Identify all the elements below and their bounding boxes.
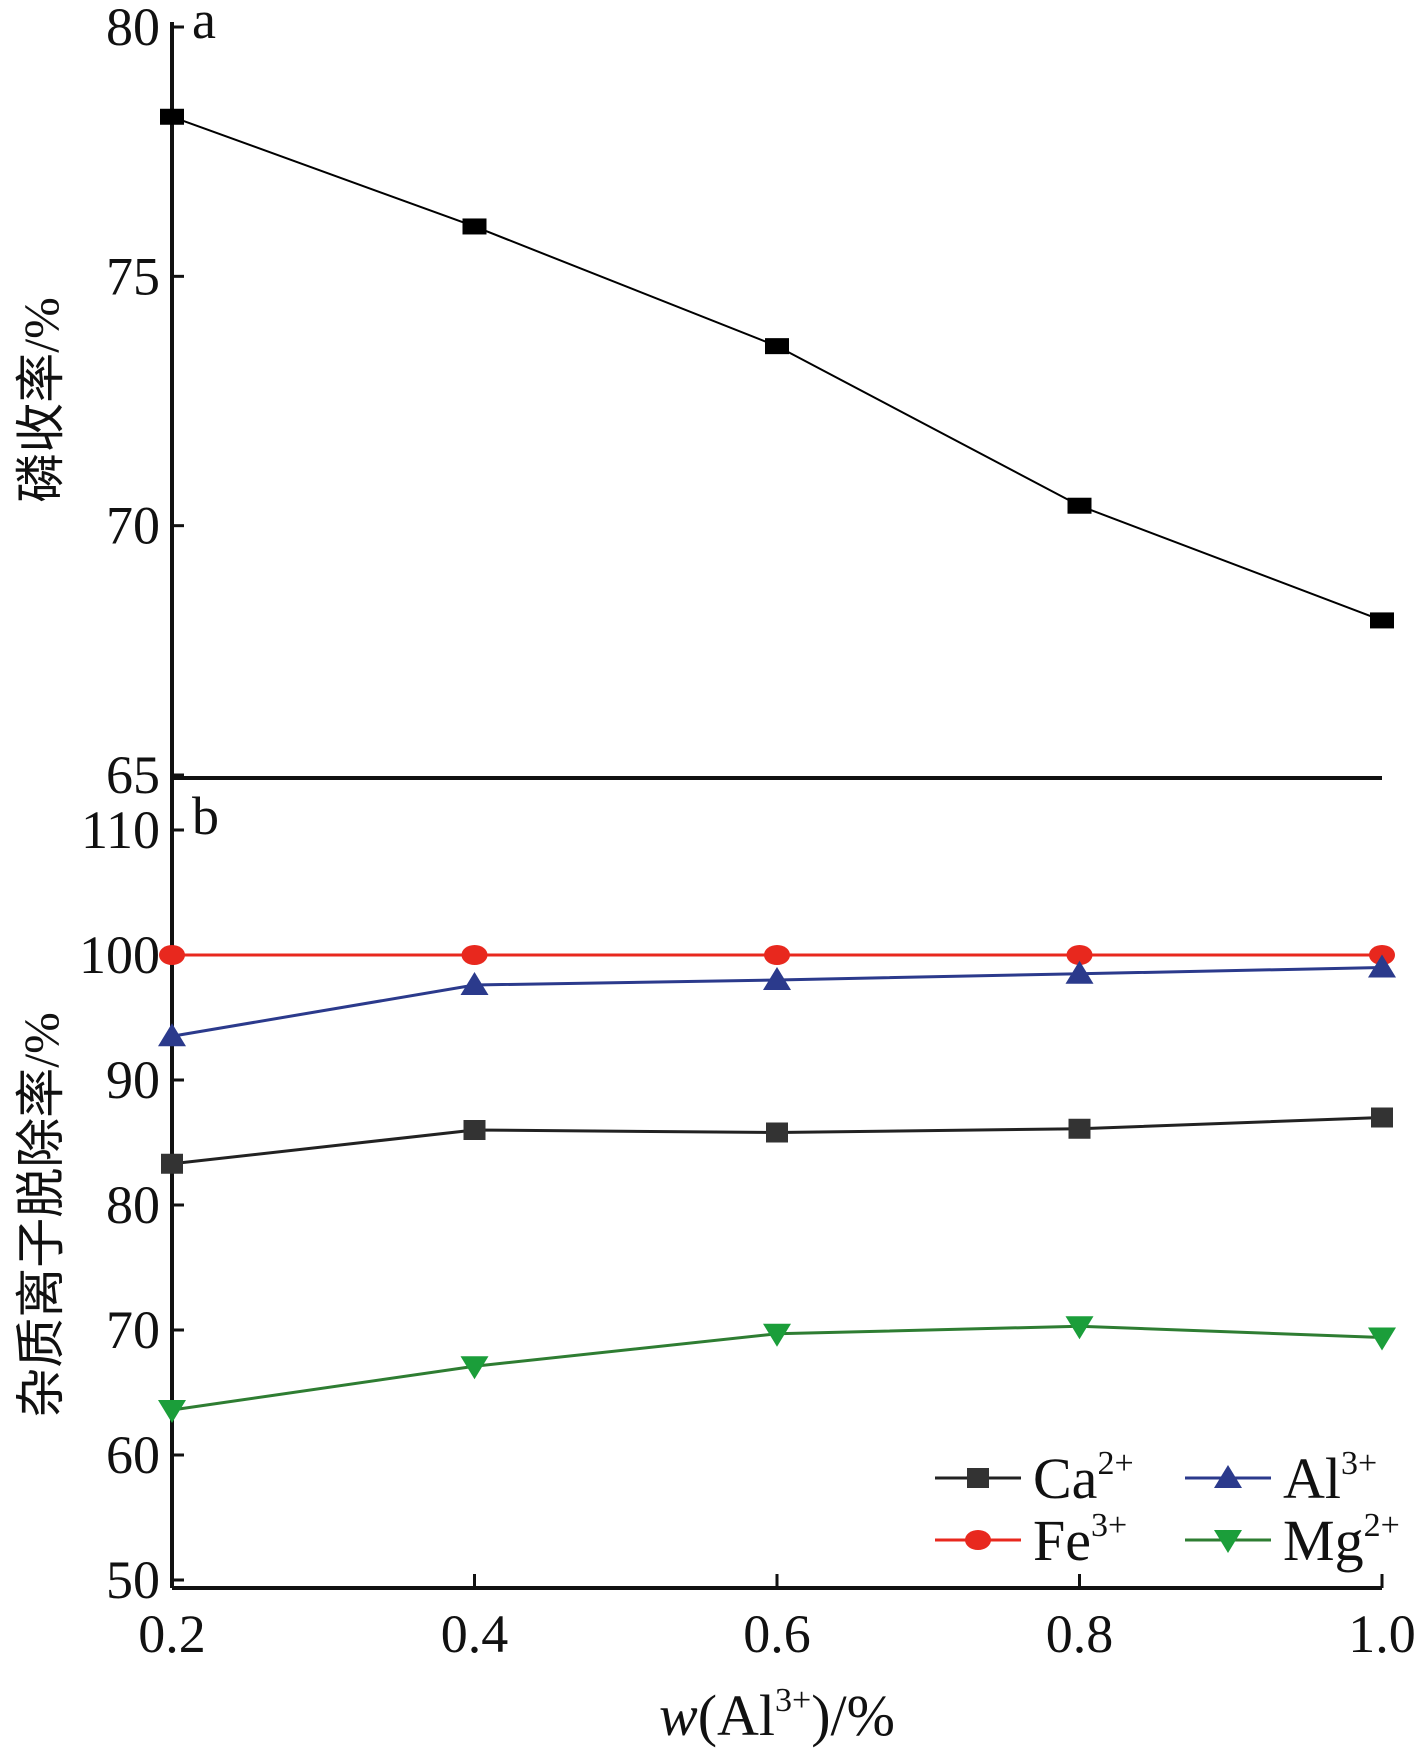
point-al — [460, 972, 489, 995]
legend-swatch-marker — [967, 1468, 989, 1488]
point-ca — [766, 1122, 788, 1143]
panel-b-ytick-label: 90 — [106, 1050, 160, 1110]
legend-label: Fe3+ — [1033, 1507, 1127, 1573]
panel-a-ytick-label: 65 — [106, 745, 160, 805]
panel-b-ytick-label: 50 — [106, 1550, 160, 1610]
legend-item-mg: Mg2+ — [1185, 1507, 1400, 1573]
point-al — [1065, 960, 1094, 984]
point-al — [763, 967, 791, 990]
point-mg — [763, 1323, 791, 1347]
legend-swatch-marker — [965, 1530, 991, 1550]
x-axis-title-prefix: w — [659, 1683, 698, 1748]
panel-a: a 磷收率/% 80 75 70 65 — [13, 0, 1394, 805]
panel-b-x-ticks: 0.2 0.4 0.6 0.8 1.0 — [138, 1574, 1416, 1664]
legend: Ca2+Fe3+Al3+Mg2+ — [935, 1445, 1400, 1573]
legend-label-sup: 3+ — [1341, 1445, 1377, 1482]
point-ca — [1068, 1118, 1091, 1139]
panel-b-y-ticks: 110 100 90 80 70 60 50 — [79, 800, 184, 1610]
panel-a-point — [160, 108, 184, 125]
x-tick-label: 0.2 — [138, 1604, 206, 1664]
panel-b-ylabel: 杂质离子脱除率/% — [13, 1012, 69, 1418]
panel-b-ytick-label: 60 — [106, 1425, 160, 1485]
point-fe — [1066, 945, 1093, 965]
panel-b-ytick-label: 110 — [81, 800, 160, 860]
panel-a-point — [1370, 612, 1394, 629]
x-axis-title-suffix: )/% — [811, 1683, 895, 1748]
panel-a-series-line — [171, 115, 1383, 622]
point-fe — [764, 945, 790, 965]
panel-a-ytick-label: 70 — [106, 496, 160, 556]
panel-b-ytick-label: 70 — [106, 1300, 160, 1360]
point-al — [1368, 954, 1396, 978]
point-ca — [1371, 1107, 1393, 1128]
legend-label-name: Ca — [1033, 1446, 1097, 1511]
legend-item-ca: Ca2+ — [935, 1445, 1134, 1511]
x-tick-label: 0.8 — [1046, 1604, 1114, 1664]
panel-a-ytick-label: 80 — [106, 0, 160, 57]
legend-label-name: Al — [1283, 1446, 1341, 1511]
legend-swatch-marker — [1214, 1530, 1242, 1553]
panel-a-y-ticks: 80 75 70 65 — [106, 0, 184, 805]
panel-a-point — [462, 218, 487, 235]
point-al — [158, 1023, 186, 1047]
point-ca — [463, 1120, 486, 1140]
point-ca — [161, 1153, 183, 1174]
point-mg — [1065, 1316, 1094, 1340]
legend-label: Mg2+ — [1283, 1507, 1400, 1573]
legend-label: Ca2+ — [1033, 1445, 1134, 1511]
point-mg — [460, 1356, 489, 1380]
point-fe — [159, 945, 185, 965]
legend-label: Al3+ — [1283, 1445, 1377, 1511]
x-axis-title-main: (Al — [698, 1683, 775, 1748]
legend-label-name: Fe — [1033, 1508, 1091, 1573]
point-fe — [461, 945, 488, 965]
point-mg — [158, 1400, 186, 1423]
x-axis-title: w(Al3+)/% — [659, 1682, 895, 1748]
panel-b-ytick-label: 100 — [79, 925, 160, 985]
x-tick-label: 0.6 — [743, 1604, 811, 1664]
panel-a-series — [160, 108, 1394, 629]
legend-label-sup: 3+ — [1091, 1507, 1127, 1544]
x-tick-label: 0.4 — [441, 1604, 509, 1664]
point-mg — [1368, 1327, 1396, 1351]
legend-item-fe: Fe3+ — [935, 1507, 1127, 1573]
legend-item-al: Al3+ — [1185, 1445, 1377, 1511]
legend-swatch-marker — [1214, 1465, 1242, 1488]
x-tick-label: 1.0 — [1348, 1604, 1416, 1664]
legend-label-name: Mg — [1283, 1508, 1364, 1573]
panel-b-label: b — [192, 786, 219, 846]
legend-label-sup: 2+ — [1364, 1507, 1400, 1544]
panel-a-ylabel: 磷收率/% — [13, 297, 69, 503]
panel-a-ytick-label: 75 — [106, 246, 160, 306]
panel-a-point — [765, 338, 789, 355]
x-axis-title-sup: 3+ — [775, 1682, 811, 1719]
panel-b-ytick-label: 80 — [106, 1175, 160, 1235]
panel-a-point — [1067, 497, 1092, 514]
legend-label-sup: 2+ — [1097, 1445, 1133, 1482]
panel-b-series — [158, 945, 1396, 1423]
panel-a-label: a — [192, 0, 216, 50]
